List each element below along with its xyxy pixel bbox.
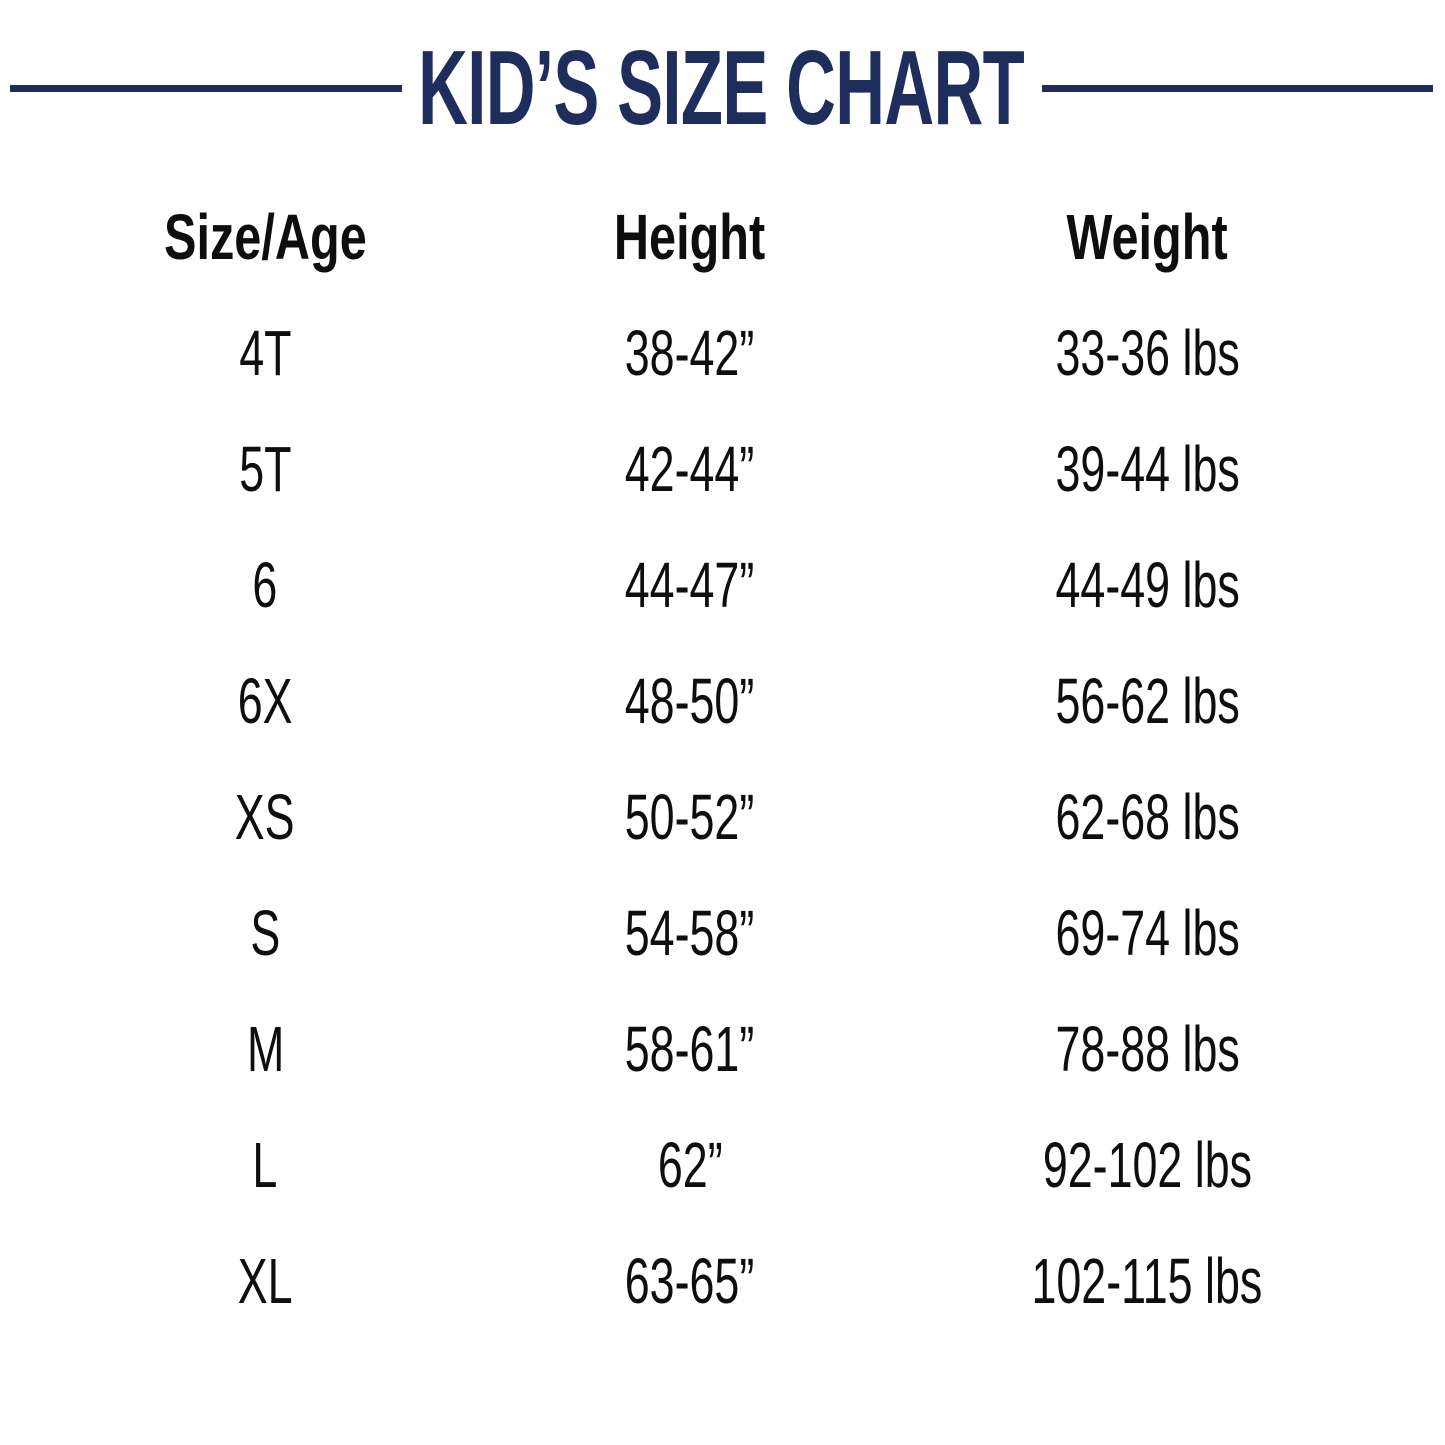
table-row-4t: 4T 38-42” 33-36 lbs — [0, 295, 1445, 411]
table-header-row: Size/Age Height Weight — [0, 179, 1445, 295]
header-cell-size-age: Size/Age — [0, 179, 530, 295]
table-row-xs: XS 50-52” 62-68 lbs — [0, 759, 1445, 875]
weight-value: 56-62 lbs — [1055, 665, 1240, 737]
height-value: 42-44” — [625, 433, 755, 505]
cell-size: 6X — [0, 643, 530, 759]
header-label-weight: Weight — [1066, 201, 1228, 273]
table-row-l: L 62” 92-102 lbs — [0, 1107, 1445, 1223]
table-row-5t: 5T 42-44” 39-44 lbs — [0, 411, 1445, 527]
size-value: L — [252, 1129, 278, 1201]
table-row-xl: XL 63-65” 102-115 lbs — [0, 1223, 1445, 1339]
cell-size: M — [0, 991, 530, 1107]
weight-value: 92-102 lbs — [1042, 1129, 1252, 1201]
cell-size: XS — [0, 759, 530, 875]
table-row-6: 6 44-47” 44-49 lbs — [0, 527, 1445, 643]
cell-height: 58-61” — [530, 991, 849, 1107]
cell-weight: 56-62 lbs — [850, 643, 1445, 759]
weight-value: 33-36 lbs — [1055, 317, 1240, 389]
header-label-size-age: Size/Age — [163, 201, 367, 273]
cell-size: L — [0, 1107, 530, 1223]
header-label-height: Height — [614, 201, 766, 273]
cell-weight: 33-36 lbs — [850, 295, 1445, 411]
cell-height: 38-42” — [530, 295, 849, 411]
cell-height: 42-44” — [530, 411, 849, 527]
height-value: 48-50” — [625, 665, 755, 737]
weight-value: 44-49 lbs — [1055, 549, 1240, 621]
table-row-s: S 54-58” 69-74 lbs — [0, 875, 1445, 991]
cell-weight: 78-88 lbs — [850, 991, 1445, 1107]
height-value: 38-42” — [625, 317, 755, 389]
cell-height: 50-52” — [530, 759, 849, 875]
cell-height: 54-58” — [530, 875, 849, 991]
weight-value: 39-44 lbs — [1055, 433, 1240, 505]
cell-weight: 92-102 lbs — [850, 1107, 1445, 1223]
header-cell-height: Height — [530, 179, 849, 295]
height-value: 54-58” — [625, 897, 755, 969]
weight-value: 69-74 lbs — [1055, 897, 1240, 969]
title-bar: KID’S SIZE CHART — [0, 35, 1445, 141]
size-value: XS — [235, 781, 296, 853]
weight-value: 78-88 lbs — [1055, 1013, 1240, 1085]
cell-weight: 62-68 lbs — [850, 759, 1445, 875]
title-rule-left — [10, 84, 402, 92]
weight-value: 62-68 lbs — [1055, 781, 1240, 853]
cell-weight: 39-44 lbs — [850, 411, 1445, 527]
size-table: Size/Age Height Weight 4T 38-42” 33-36 l… — [0, 179, 1445, 1339]
size-value: 4T — [239, 317, 292, 389]
cell-size: S — [0, 875, 530, 991]
height-value: 44-47” — [625, 549, 755, 621]
size-value: 6X — [237, 665, 293, 737]
cell-weight: 44-49 lbs — [850, 527, 1445, 643]
title-box: KID’S SIZE CHART — [402, 35, 1042, 141]
cell-height: 62” — [530, 1107, 849, 1223]
cell-height: 48-50” — [530, 643, 849, 759]
table-row-6x: 6X 48-50” 56-62 lbs — [0, 643, 1445, 759]
size-value: M — [246, 1013, 284, 1085]
title-rule-right — [1041, 84, 1433, 92]
page-title: KID’S SIZE CHART — [418, 29, 1026, 147]
cell-height: 44-47” — [530, 527, 849, 643]
table-row-m: M 58-61” 78-88 lbs — [0, 991, 1445, 1107]
height-value: 62” — [657, 1129, 723, 1201]
cell-height: 63-65” — [530, 1223, 849, 1339]
size-value: 5T — [239, 433, 292, 505]
size-value: 6 — [252, 549, 278, 621]
height-value: 50-52” — [625, 781, 755, 853]
size-value: S — [250, 897, 281, 969]
header-cell-weight: Weight — [850, 179, 1445, 295]
cell-size: XL — [0, 1223, 530, 1339]
height-value: 58-61” — [625, 1013, 755, 1085]
cell-size: 6 — [0, 527, 530, 643]
weight-value: 102-115 lbs — [1031, 1245, 1263, 1317]
cell-weight: 102-115 lbs — [850, 1223, 1445, 1339]
cell-size: 5T — [0, 411, 530, 527]
cell-weight: 69-74 lbs — [850, 875, 1445, 991]
size-value: XL — [237, 1245, 293, 1317]
cell-size: 4T — [0, 295, 530, 411]
height-value: 63-65” — [625, 1245, 755, 1317]
